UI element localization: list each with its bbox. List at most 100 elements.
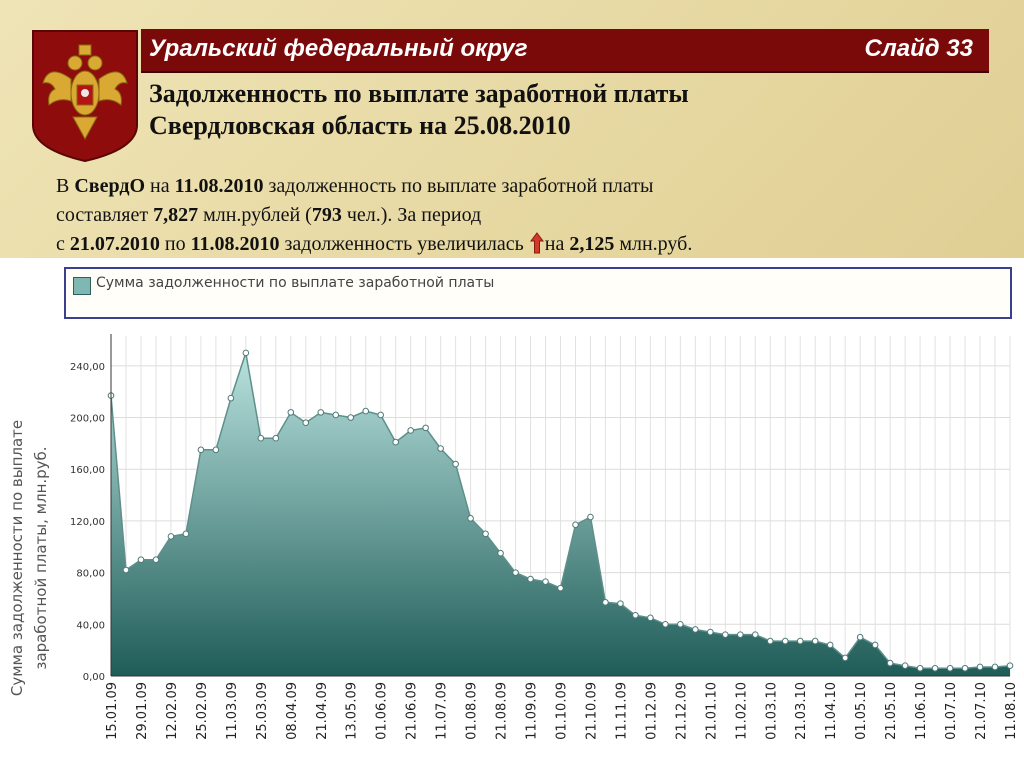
x-tick-label: 01.05.10 xyxy=(854,682,869,740)
title-bar: Уральский федеральный округ Слайд 33 xyxy=(141,29,989,73)
y-axis-label-line-2: заработной платы, млн.руб. xyxy=(32,446,50,669)
data-point xyxy=(272,434,280,442)
data-point xyxy=(572,521,579,529)
data-point xyxy=(422,424,429,432)
x-tick-label: 08.04.09 xyxy=(285,682,300,740)
x-tick-label: 21.08.09 xyxy=(495,682,510,740)
data-point xyxy=(317,409,325,416)
x-tick-label: 01.06.09 xyxy=(375,682,390,740)
x-tick-label: 01.03.10 xyxy=(764,682,779,740)
y-tick-label: 0,00 xyxy=(83,672,105,683)
x-tick-label: 25.02.09 xyxy=(195,682,210,740)
page-title: Задолженность по выплате заработной плат… xyxy=(149,78,689,142)
data-point xyxy=(931,664,939,672)
data-point xyxy=(1006,662,1014,669)
data-point xyxy=(437,445,444,452)
x-tick-label: 11.09.09 xyxy=(525,682,540,740)
data-point xyxy=(527,575,534,583)
increase-amount: 2,125 xyxy=(569,233,615,255)
data-point xyxy=(662,621,669,628)
y-tick-label: 120,00 xyxy=(70,517,105,528)
x-tick-label: 21.01.10 xyxy=(704,682,719,740)
title-line-1: Задолженность по выплате заработной плат… xyxy=(149,79,689,108)
y-axis-label-line-1: Сумма задолженности по выплате xyxy=(8,420,26,696)
summary-line-1: В СвердО на 11.08.2010 задолженность по … xyxy=(56,175,654,197)
data-point xyxy=(856,633,864,641)
x-tick-label: 11.08.10 xyxy=(1004,682,1019,740)
data-point xyxy=(122,566,130,574)
x-tick-label: 01.07.10 xyxy=(944,682,959,740)
x-tick-label: 21.12.09 xyxy=(674,682,689,740)
data-point xyxy=(467,515,474,522)
people-count: 793 xyxy=(311,204,342,226)
data-point xyxy=(497,549,504,557)
chart-panel: Сумма задолженности по выплате заработно… xyxy=(0,258,1024,768)
x-tick-label: 11.11.09 xyxy=(614,682,629,740)
data-point xyxy=(182,530,190,538)
y-tick-label: 240,00 xyxy=(70,362,105,373)
data-point xyxy=(901,662,909,669)
chart-legend: Сумма задолженности по выплате заработно… xyxy=(64,267,1012,319)
period-to: 11.08.2010 xyxy=(190,233,280,255)
x-tick-label: 11.02.10 xyxy=(734,682,749,740)
x-tick-label: 21.05.10 xyxy=(884,682,899,740)
data-point xyxy=(886,659,894,667)
data-point xyxy=(362,407,370,415)
summary-line-2: составляет 7,827 млн.рублей (793 чел.). … xyxy=(56,204,482,226)
region-title: Уральский федеральный округ xyxy=(149,35,528,62)
data-point xyxy=(227,394,235,402)
data-point xyxy=(946,664,954,672)
y-tick-label: 160,00 xyxy=(70,465,105,476)
x-tick-label: 12.02.09 xyxy=(165,682,180,740)
data-point xyxy=(452,460,459,468)
x-tick-label: 21.06.09 xyxy=(405,682,420,740)
x-tick-label: 21.10.09 xyxy=(584,682,599,740)
x-tick-label: 25.03.09 xyxy=(255,682,270,740)
data-point xyxy=(602,599,609,606)
russian-coat-of-arms-icon xyxy=(29,27,141,163)
x-tick-label: 29.01.09 xyxy=(135,682,150,740)
report-date: 11.08.2010 xyxy=(174,175,264,197)
data-point xyxy=(796,637,804,645)
series-area xyxy=(111,352,1010,676)
data-point xyxy=(841,654,849,662)
x-tick-label: 01.08.09 xyxy=(465,682,480,740)
x-tick-label: 15.01.09 xyxy=(105,682,120,740)
slide-number: Слайд 33 xyxy=(864,35,973,62)
x-tick-label: 11.06.10 xyxy=(914,682,929,740)
legend-label: Сумма задолженности по выплате заработно… xyxy=(96,275,495,291)
data-point xyxy=(587,513,594,521)
data-point xyxy=(871,641,879,649)
data-point xyxy=(482,530,489,538)
data-point xyxy=(677,621,684,628)
summary-text: В СвердО на 11.08.2010 задолженность по … xyxy=(56,172,956,263)
data-point xyxy=(991,663,999,671)
x-tick-label: 11.07.09 xyxy=(435,682,450,740)
data-point xyxy=(257,434,265,442)
data-point xyxy=(916,664,924,672)
period-from: 21.07.2010 xyxy=(69,233,160,255)
red-up-arrow-icon xyxy=(529,232,544,263)
data-point xyxy=(766,637,774,645)
data-point xyxy=(811,637,819,645)
data-point xyxy=(512,569,519,576)
x-tick-label: 21.04.09 xyxy=(315,682,330,740)
data-point xyxy=(167,533,175,540)
data-point xyxy=(152,556,160,563)
x-tick-label: 11.04.10 xyxy=(824,682,839,740)
legend-swatch xyxy=(73,277,91,295)
x-tick-label: 21.07.10 xyxy=(974,682,989,740)
x-tick-label: 13.05.09 xyxy=(345,682,360,740)
data-point xyxy=(242,349,250,357)
data-point xyxy=(737,631,744,638)
data-point xyxy=(377,411,385,419)
area-chart: 0,00 40,00 80,00 120,00 160,00 200,00 240,00 15… xyxy=(8,334,1019,740)
data-point xyxy=(722,631,729,638)
x-tick-label: 01.10.09 xyxy=(555,682,570,740)
data-point xyxy=(751,631,759,638)
y-tick-label: 40,00 xyxy=(76,620,105,631)
x-tick-label: 11.03.09 xyxy=(225,682,240,740)
data-point xyxy=(976,663,984,671)
data-point xyxy=(407,427,414,434)
x-tick-label: 21.03.10 xyxy=(794,682,809,740)
